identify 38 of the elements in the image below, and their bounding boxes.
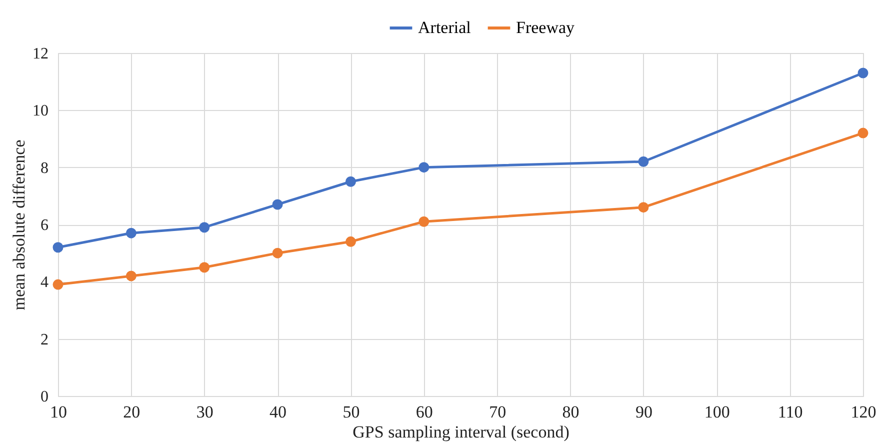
point <box>858 68 868 78</box>
point <box>345 176 356 187</box>
x-tick-label: 110 <box>778 402 803 422</box>
point <box>272 199 283 210</box>
x-tick-label: 40 <box>270 402 287 422</box>
point <box>126 270 136 282</box>
legend-label: Arterial <box>418 18 472 37</box>
point <box>272 248 283 258</box>
x-tick-label: 80 <box>562 402 580 422</box>
point <box>199 262 210 273</box>
point <box>52 242 64 253</box>
x-tick-label: 90 <box>635 402 652 422</box>
y-tick-label: 2 <box>40 331 48 348</box>
point <box>126 228 136 238</box>
y-tick-label: 10 <box>32 102 48 120</box>
x-tick-label: 50 <box>342 402 360 422</box>
y-tick-label: 6 <box>40 217 48 234</box>
point <box>638 156 649 167</box>
point <box>345 236 356 247</box>
x-tick-label: 20 <box>123 402 140 422</box>
point <box>638 202 649 213</box>
x-tick-label: 30 <box>196 402 214 422</box>
x-tick-label: 70 <box>489 402 506 422</box>
y-tick-label: 4 <box>40 274 48 292</box>
x-tick-label: 60 <box>416 402 433 422</box>
point <box>52 279 64 290</box>
x-axis-title: GPS sampling interval (second) <box>352 422 570 442</box>
y-axis-title: mean absolute difference <box>10 140 28 310</box>
y-tick-label: 8 <box>40 160 48 177</box>
point <box>418 162 430 173</box>
point <box>418 216 430 227</box>
y-tick-label: 12 <box>32 46 48 62</box>
point <box>199 222 210 233</box>
x-tick-label: 100 <box>704 402 730 422</box>
point <box>858 128 868 138</box>
x-tick-label: 120 <box>850 402 876 422</box>
legend-label: Freeway <box>516 18 576 37</box>
y-tick-label: 0 <box>40 388 48 406</box>
